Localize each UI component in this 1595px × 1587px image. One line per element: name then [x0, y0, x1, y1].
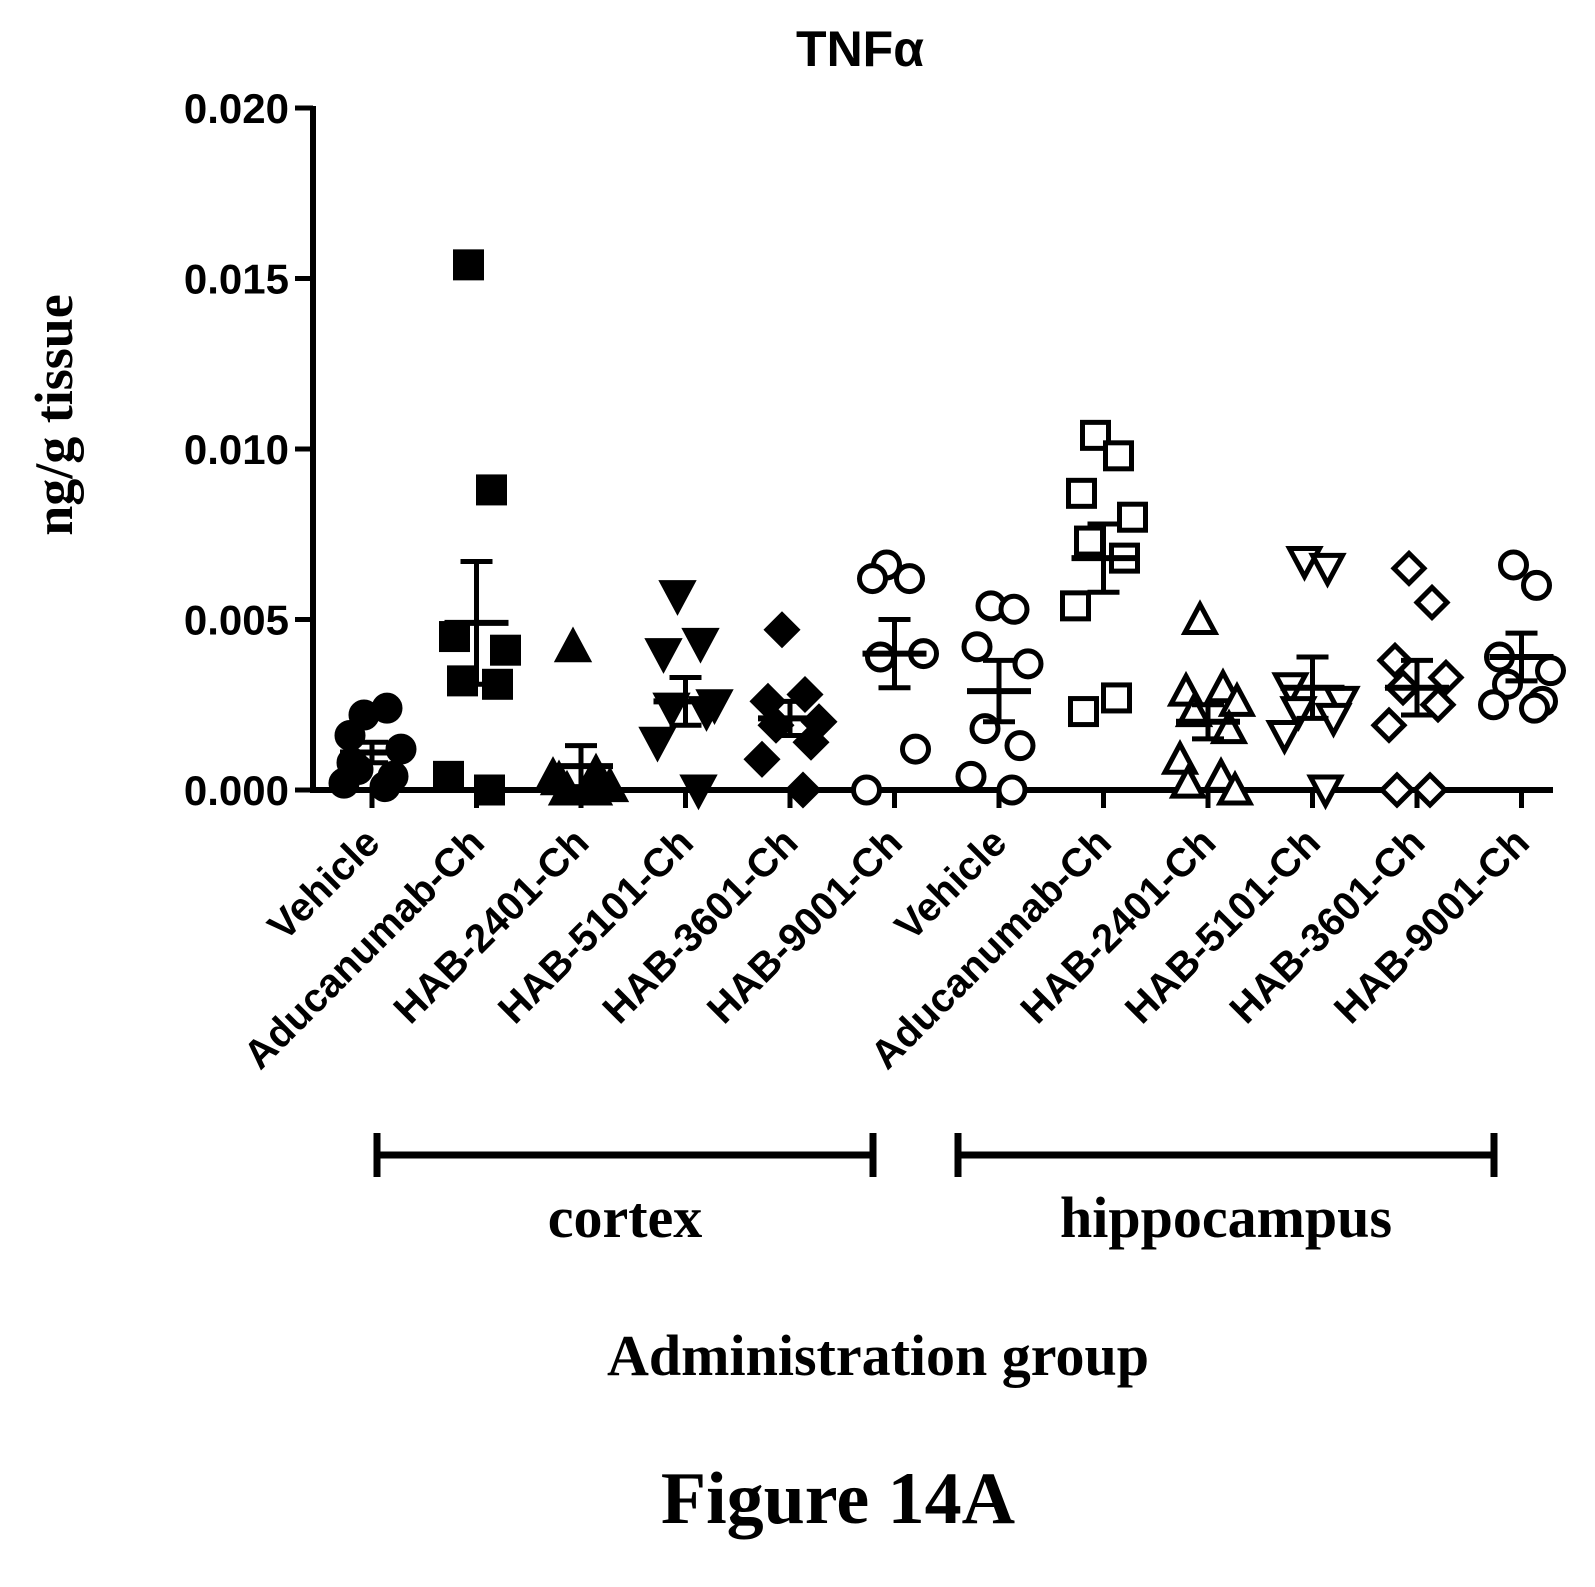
x-tick-labels: VehicleAducanumab-ChHAB-2401-ChHAB-5101-… [235, 820, 1537, 1077]
data-point [955, 760, 987, 792]
data-point [447, 665, 478, 697]
data-point [1209, 708, 1249, 745]
group-label: cortex [548, 1185, 703, 1250]
data-point [644, 638, 683, 674]
data-point [851, 774, 882, 806]
data-point [1279, 696, 1318, 732]
data-point [1498, 549, 1529, 581]
x-axis-label: Administration group [607, 1323, 1149, 1388]
data-point [1370, 706, 1408, 744]
data-point [1215, 769, 1255, 806]
data-point [553, 626, 593, 663]
data-point [1306, 774, 1345, 811]
data-point [784, 771, 822, 809]
data-point [894, 563, 925, 595]
data-point [1168, 762, 1208, 799]
data-point [679, 774, 718, 811]
data-point [786, 675, 824, 714]
mean-sem-bars [340, 521, 1554, 790]
data-points [328, 249, 1566, 811]
data-point [1478, 689, 1509, 721]
data-point [439, 621, 470, 653]
data-point [996, 774, 1028, 806]
data-point [1068, 696, 1099, 728]
data-point [1180, 599, 1220, 635]
y-tick-label: 0.015 [184, 256, 289, 303]
data-point [1390, 549, 1428, 587]
data-point [369, 771, 401, 803]
data-point [1413, 583, 1451, 621]
data-point [1101, 682, 1132, 714]
data-point [1378, 771, 1416, 809]
data-point [1308, 552, 1347, 589]
data-point [1217, 681, 1257, 717]
data-point [482, 668, 513, 700]
data-point [1519, 692, 1550, 724]
data-point [1521, 569, 1552, 601]
data-point [681, 627, 720, 664]
data-point [1492, 668, 1523, 700]
chart-title: TNFα [796, 21, 924, 77]
y-axis-label: ng/g tissue [24, 294, 84, 536]
figure-caption: Figure 14A [661, 1458, 1015, 1540]
y-tick-labels: 0.000 0.005 0.010 0.015 0.020 [184, 85, 289, 814]
data-point [1117, 501, 1148, 533]
data-point [1535, 655, 1566, 687]
y-tick-label: 0.010 [184, 426, 289, 473]
y-tick-label: 0.005 [184, 597, 289, 644]
data-point [763, 611, 801, 649]
data-point [998, 593, 1030, 625]
data-point [1012, 648, 1044, 680]
group-brackets: cortex hippocampus [373, 1133, 1498, 1250]
data-point [474, 774, 505, 806]
group-label: hippocampus [1060, 1185, 1392, 1250]
y-tick-label: 0.020 [184, 85, 289, 132]
data-point [1411, 771, 1449, 809]
data-point [1103, 440, 1134, 472]
data-point [961, 631, 993, 663]
data-point [533, 756, 573, 792]
data-point [453, 249, 484, 281]
data-point [743, 740, 781, 778]
chart-axes [295, 105, 1553, 808]
data-point [1004, 730, 1036, 762]
data-point [1074, 525, 1105, 557]
data-point [476, 474, 507, 506]
y-tick-label: 0.000 [184, 767, 289, 814]
data-point [1060, 590, 1091, 622]
data-point [1376, 641, 1414, 679]
data-point [490, 634, 521, 666]
data-point [433, 760, 464, 792]
data-point [1419, 686, 1457, 724]
data-point [385, 733, 417, 765]
data-point [1066, 477, 1097, 509]
data-point [1265, 719, 1304, 756]
data-point [865, 641, 896, 673]
data-point [371, 692, 403, 724]
data-point [638, 726, 677, 763]
data-point [658, 580, 697, 616]
data-point [857, 563, 888, 595]
data-point [900, 733, 931, 765]
